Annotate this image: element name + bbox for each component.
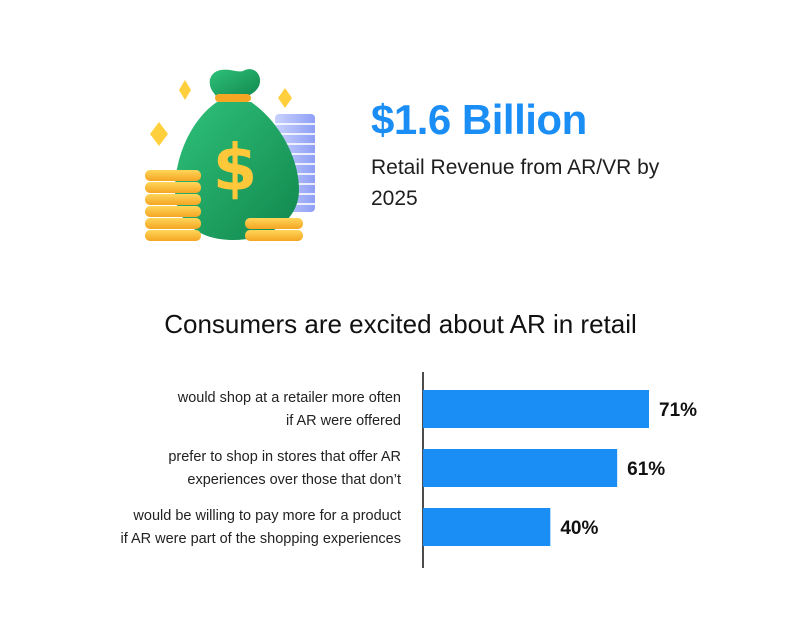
svg-text:$: $ xyxy=(213,132,258,206)
category-label-3-line-2: if AR were part of the shopping experien… xyxy=(121,531,402,547)
money-bag-icon: $ xyxy=(145,69,315,241)
bar-3 xyxy=(423,508,551,546)
bar-2 xyxy=(423,449,618,487)
stat-caption: Retail Revenue from AR/VR by 2025 xyxy=(371,156,660,210)
category-label-2-line-1: prefer to shop in stores that offer AR xyxy=(168,449,401,465)
bar-1 xyxy=(423,390,649,428)
value-label-2: 61% xyxy=(627,459,665,480)
category-label-1-line-1: would shop at a retailer more often xyxy=(177,390,401,406)
gold-coins-icon xyxy=(145,170,303,241)
bag-icon: $ xyxy=(175,69,299,240)
value-label-3: 40% xyxy=(560,518,598,539)
chart-title: Consumers are excited about AR in retail xyxy=(164,309,637,339)
category-label-1-line-2: if AR were offered xyxy=(286,413,401,429)
stat-block: $1.6 Billion Retail Revenue from AR/VR b… xyxy=(371,94,701,214)
money-bag-illustration: $ xyxy=(135,62,325,252)
category-label-3-line-1: would be willing to pay more for a produ… xyxy=(132,508,401,524)
stat-value: $1.6 Billion xyxy=(371,96,587,143)
category-label-2-line-2: experiences over those that don’t xyxy=(187,472,401,488)
sparkle-icon xyxy=(150,80,292,146)
value-label-1: 71% xyxy=(659,400,697,421)
bar-chart: 71% would shop at a retailer more often if… xyxy=(121,372,697,568)
